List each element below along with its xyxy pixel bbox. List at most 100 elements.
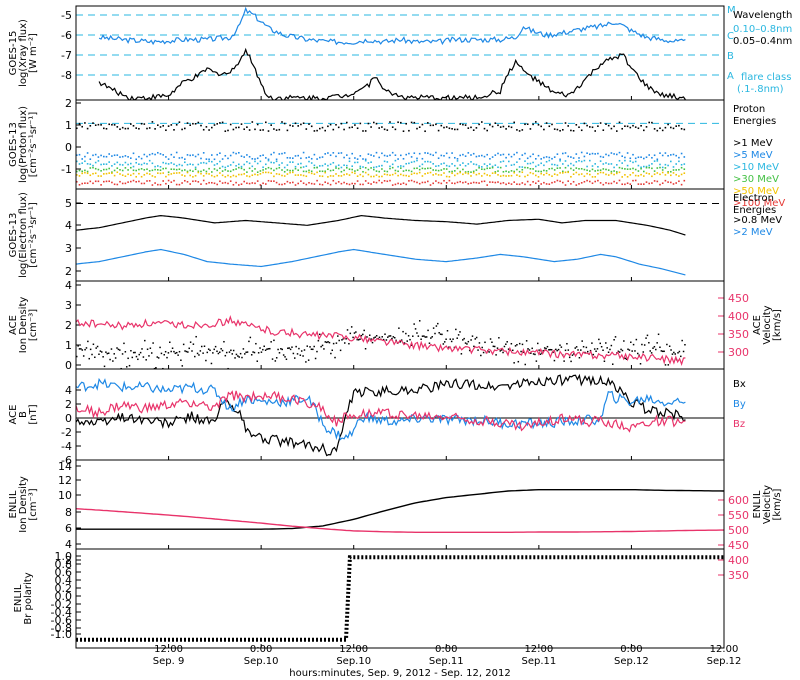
data-point — [189, 341, 192, 343]
data-point — [478, 182, 480, 184]
data-point — [575, 167, 578, 169]
data-point — [192, 180, 194, 183]
data-point — [249, 336, 252, 339]
data-point — [162, 154, 164, 156]
data-point — [373, 175, 375, 178]
data-point — [202, 169, 205, 171]
data-point — [572, 169, 575, 171]
data-point — [624, 357, 626, 360]
data-point — [521, 166, 524, 168]
data-point — [543, 347, 546, 349]
data-point — [224, 166, 227, 169]
data-point — [462, 153, 464, 156]
data-point — [266, 348, 268, 350]
data-point — [613, 338, 615, 341]
y-tick-label: 4 — [65, 538, 72, 551]
data-point — [243, 168, 245, 171]
data-point — [394, 169, 397, 172]
data-point — [659, 163, 661, 166]
data-point — [127, 181, 129, 183]
data-point — [440, 163, 443, 165]
data-point — [386, 170, 389, 173]
data-point — [323, 348, 325, 350]
data-point — [235, 126, 237, 129]
data-point — [370, 175, 372, 178]
data-point — [97, 168, 100, 171]
data-point — [570, 183, 572, 185]
data-point — [235, 168, 237, 170]
data-point — [653, 128, 656, 130]
data-point — [154, 182, 156, 184]
data-point — [613, 153, 615, 155]
data-point — [81, 125, 83, 128]
data-point — [683, 179, 686, 182]
data-point — [337, 181, 340, 183]
data-point — [389, 179, 391, 182]
data-point — [562, 128, 564, 131]
data-point — [329, 123, 332, 126]
data-point — [532, 172, 534, 175]
data-point — [497, 124, 499, 127]
data-point — [424, 336, 427, 338]
data-point — [470, 154, 472, 156]
data-point — [221, 165, 224, 168]
data-point — [391, 173, 394, 176]
data-point — [348, 157, 351, 160]
data-point — [354, 124, 356, 126]
data-point — [489, 157, 491, 160]
data-point — [178, 163, 181, 166]
data-point — [505, 183, 507, 186]
data-point — [575, 124, 578, 126]
data-point — [402, 157, 405, 160]
data-point — [559, 172, 561, 174]
data-point — [324, 341, 327, 343]
legend-entry: By — [733, 399, 746, 410]
data-point — [661, 171, 664, 174]
data-point — [130, 162, 132, 165]
data-point — [163, 353, 165, 356]
data-point — [200, 172, 202, 175]
data-point — [329, 169, 332, 172]
data-point — [408, 180, 410, 182]
y-axis-label-line: [nT] — [28, 404, 39, 424]
data-point — [489, 174, 491, 177]
data-point — [167, 158, 170, 160]
data-point — [443, 155, 445, 157]
data-point — [127, 127, 129, 130]
data-point — [443, 168, 445, 170]
data-point — [108, 172, 110, 174]
legend-entry: (.1-.8nm) — [737, 84, 784, 95]
data-point — [610, 170, 613, 173]
data-point — [238, 166, 240, 169]
data-point — [232, 161, 235, 164]
data-point — [634, 174, 637, 177]
data-point — [348, 126, 351, 129]
data-point — [494, 181, 497, 184]
data-point — [664, 364, 667, 366]
data-point — [437, 322, 439, 325]
data-point — [538, 349, 540, 351]
data-point — [307, 359, 310, 361]
data-point — [167, 171, 170, 174]
data-point — [653, 160, 656, 162]
data-point — [254, 168, 256, 170]
data-point — [629, 126, 632, 129]
data-point — [335, 167, 337, 169]
data-point — [111, 181, 113, 184]
data-point — [148, 127, 151, 129]
data-point — [586, 172, 588, 175]
data-point — [607, 169, 610, 171]
data-point — [661, 350, 664, 353]
data-point — [616, 164, 618, 166]
data-point — [340, 182, 343, 185]
data-point — [456, 158, 459, 160]
data-point — [219, 152, 221, 154]
data-point — [314, 357, 317, 360]
data-point — [342, 338, 345, 340]
data-point — [119, 349, 121, 351]
data-point — [610, 152, 613, 154]
data-point — [659, 152, 661, 154]
data-point — [583, 122, 586, 125]
data-point — [478, 155, 480, 157]
data-point — [672, 166, 675, 168]
